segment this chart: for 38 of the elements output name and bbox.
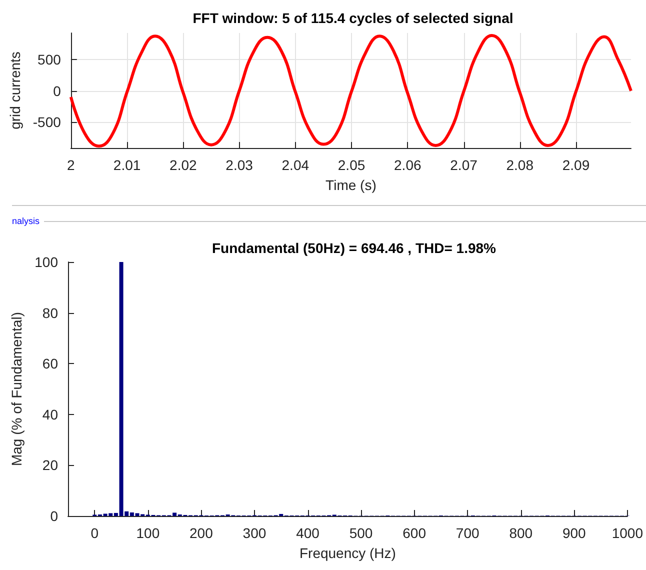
x-tick-label: 2.09: [562, 157, 590, 173]
x-tick-label: 2.02: [170, 157, 197, 173]
y-tick-label: 0: [53, 82, 62, 99]
x-tick-label: 900: [562, 525, 586, 541]
y-tick-label: 40: [42, 406, 58, 422]
x-tick-label: 500: [349, 525, 373, 541]
x-tick-label: 2.01: [113, 157, 141, 173]
x-tick-label: 300: [242, 525, 266, 541]
x-tick-label: 2.07: [450, 157, 478, 173]
x-tick-label: 200: [190, 525, 214, 541]
x-tick-label: 2.08: [506, 157, 534, 173]
x-tick-label: 100: [136, 525, 160, 541]
x-tick-label: 800: [509, 525, 533, 541]
x-tick-label: 2.05: [338, 157, 366, 173]
y-tick-label: 0: [50, 508, 58, 524]
x-tick-label: 0: [90, 525, 99, 541]
x-tick-label: 2.03: [226, 157, 254, 173]
y-tick-label: -500: [32, 114, 62, 130]
x-axis-title: Frequency (Hz): [299, 545, 396, 561]
x-tick-label: 2: [67, 157, 76, 173]
x-tick-label: 400: [296, 525, 320, 541]
x-tick-label: 700: [456, 525, 480, 541]
line-series: [69, 34, 632, 148]
chart-title: Fundamental (50Hz) = 694.46 , THD= 1.98%: [212, 240, 497, 256]
x-tick-label: 1000: [612, 525, 644, 541]
y-tick-label: 20: [42, 457, 58, 474]
x-tick-label: 2.06: [394, 157, 422, 173]
x-tick-label: 600: [402, 525, 426, 541]
chart-title: FFT window: 5 of 115.4 cycles of selected signal: [192, 10, 514, 26]
text: nalysis: [12, 216, 40, 226]
y-tick-label: 60: [42, 356, 58, 372]
y-tick-label: 80: [42, 304, 58, 321]
x-tick-label: 2.04: [282, 157, 310, 173]
y-axis-title: Mag (% of Fundamental): [8, 312, 25, 466]
y-tick-label: 500: [38, 52, 62, 68]
y-axis-title: grid currents: [7, 52, 23, 130]
y-tick-label: 100: [34, 254, 58, 270]
x-axis-title: Time (s): [326, 177, 376, 193]
